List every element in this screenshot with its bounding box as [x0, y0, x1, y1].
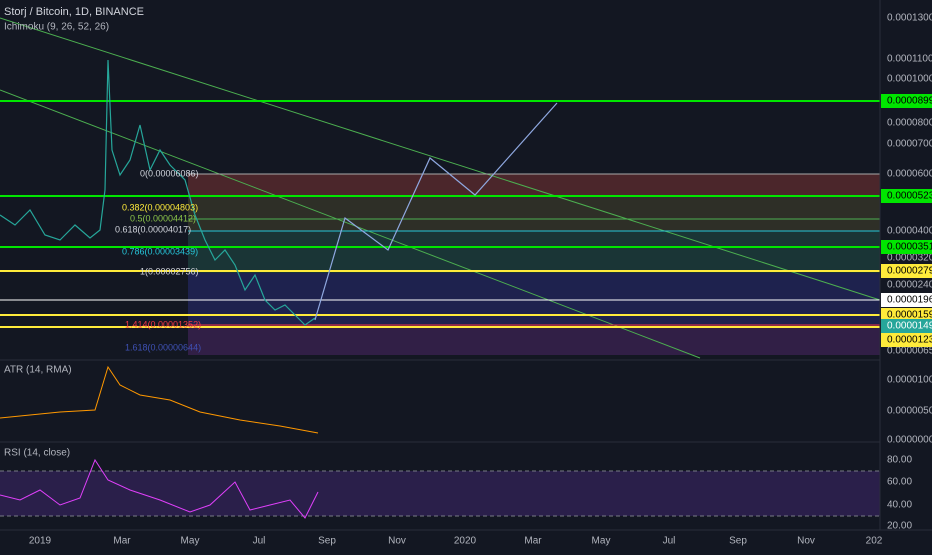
rsi-band: [0, 471, 880, 516]
price-tag-label: 0.00001599: [887, 310, 932, 321]
price-tag-label: 0.00003511: [887, 242, 932, 253]
time-label: Nov: [797, 536, 815, 547]
fib-zone: [188, 273, 880, 325]
time-label: Nov: [388, 536, 406, 547]
fib-zone: [188, 231, 880, 273]
levels: [0, 100, 880, 328]
fib-label: 1.414(0.00001352): [125, 319, 201, 329]
time-label: May: [181, 536, 200, 547]
price-tag: [881, 308, 932, 322]
atr-line: [0, 365, 319, 434]
price-tag-label: 0.00002795: [887, 266, 932, 277]
indicator-label: RSI (14, close): [4, 448, 70, 459]
time-label: Sep: [729, 536, 747, 547]
price-tag: [881, 319, 932, 333]
price-tag: [881, 94, 932, 108]
indicator-label: ATR (14, RMA): [4, 365, 72, 376]
indicator-label: Ichimoku (9, 26, 52, 26): [4, 22, 109, 33]
time-label: 2020: [454, 536, 477, 547]
time-label: Jul: [253, 536, 266, 547]
projection: [314, 102, 558, 321]
time-label: May: [592, 536, 611, 547]
time-label: 2019: [29, 536, 52, 547]
symbol-title: Storj / Bitcoin, 1D, BINANCE: [4, 6, 144, 18]
price-tag-label: 0.00001964: [887, 295, 932, 306]
time-label: Mar: [113, 536, 131, 547]
rsi-line: [0, 458, 319, 519]
fib-label: 0.618(0.00004017): [115, 224, 191, 234]
atr-axis-label: 0.00000000: [887, 435, 932, 446]
trendline: [0, 17, 881, 301]
fib-zone: [188, 325, 880, 355]
price-tag-label: 0.00005233: [887, 191, 932, 202]
price-path: [0, 59, 316, 326]
price-tag: [881, 333, 932, 347]
price-tag: [881, 264, 932, 278]
price-tag: [881, 293, 932, 307]
fib-label: 0(0.00006086): [140, 168, 199, 178]
price-tag-label: 0.00001233: [887, 335, 932, 346]
fib-label: 0.786(0.00003439): [122, 246, 198, 256]
fib-label: 0.5(0.00004412): [130, 213, 196, 223]
fib-label: 1.618(0.00000644): [125, 342, 201, 352]
time-label: Mar: [524, 536, 542, 547]
price-tag-label: 0.00008999: [887, 96, 932, 107]
price-tag: [881, 240, 932, 254]
rsi-axis-label: 40.00: [887, 500, 912, 511]
price-tag: [881, 189, 932, 203]
fib-label: 1(0.00002756): [140, 266, 199, 276]
trendline: [0, 89, 701, 359]
fib-zone: [188, 196, 880, 231]
rsi-axis-label: 20.00: [887, 521, 912, 532]
rsi-axis-label: 80.00: [887, 455, 912, 466]
time-label: 202: [866, 536, 883, 547]
fib-label: 0.382(0.00004803): [122, 202, 198, 212]
time-label: Jul: [663, 536, 676, 547]
rsi-axis-label: 60.00: [887, 477, 912, 488]
time-label: Sep: [318, 536, 336, 547]
fib-zone: [188, 174, 880, 196]
